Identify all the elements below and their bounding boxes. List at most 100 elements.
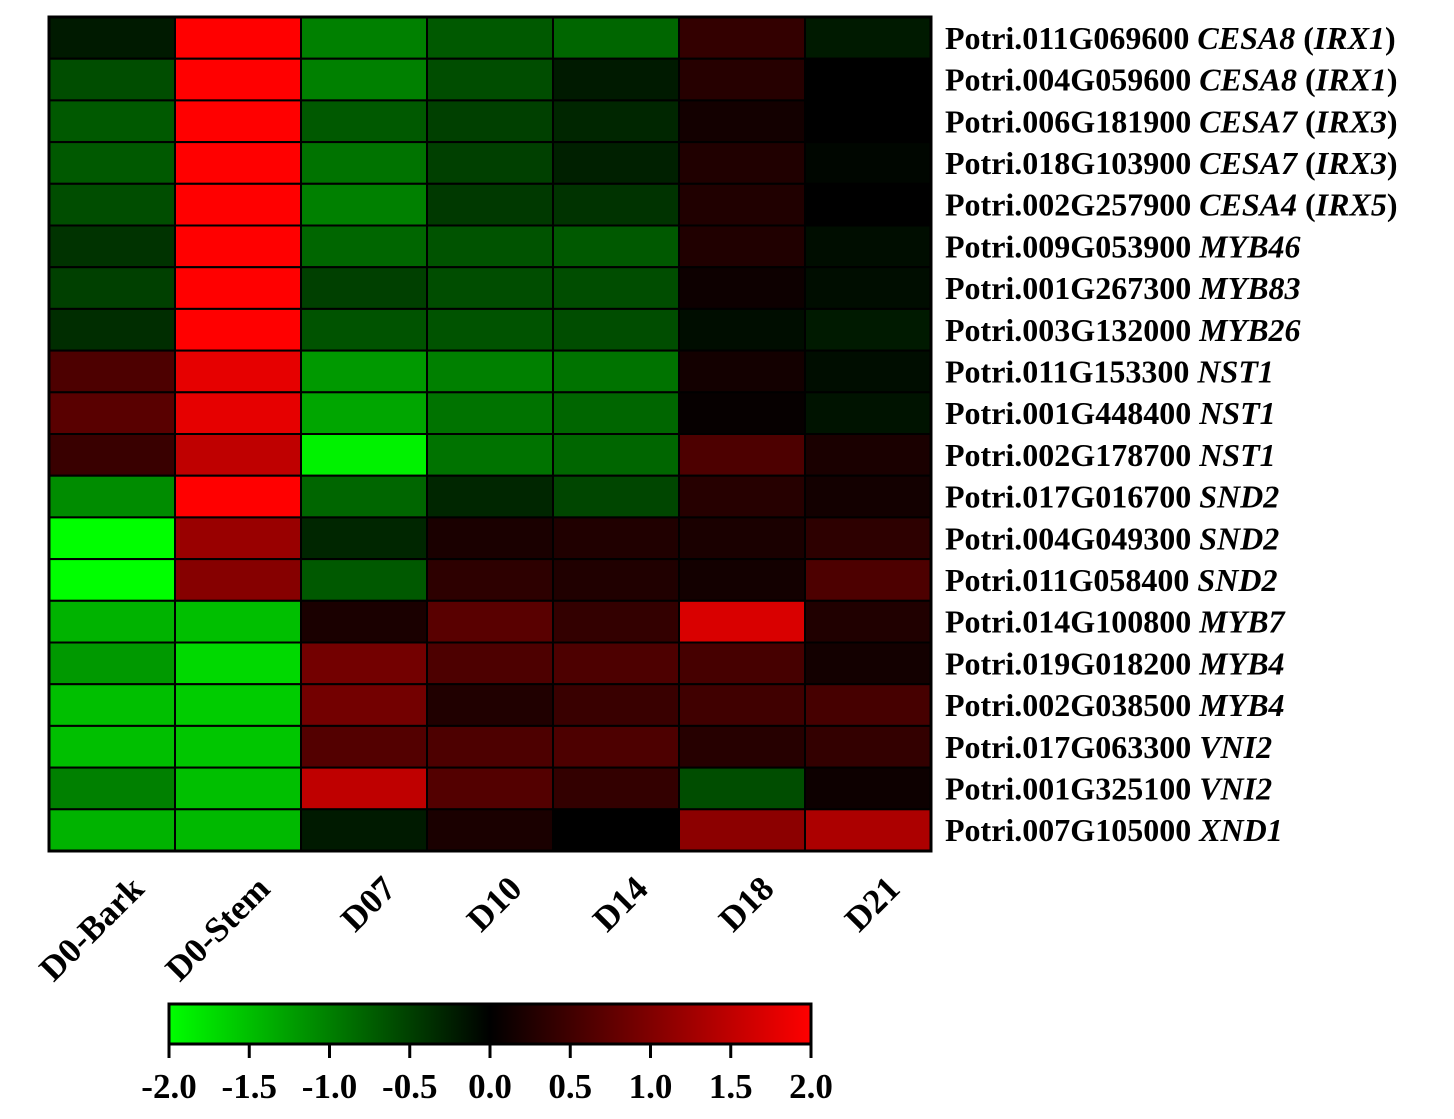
heatmap-cell — [426, 766, 554, 811]
row-label: Potri.017G016700 SND2 — [945, 479, 1279, 515]
heatmap-cell — [426, 16, 554, 60]
heatmap-cell — [678, 391, 806, 435]
heatmap-cell — [552, 224, 680, 269]
heatmap-cell — [678, 724, 806, 769]
heatmap-cell — [174, 724, 302, 769]
heatmap-cell — [174, 349, 302, 394]
heatmap-cell — [300, 558, 428, 602]
heatmap-cell — [174, 808, 302, 852]
heatmap-cell — [48, 266, 176, 310]
heatmap-cell — [678, 474, 806, 519]
heatmap-cell — [804, 266, 932, 310]
row-label: Potri.019G018200 MYB4 — [945, 645, 1285, 681]
heatmap-cell — [552, 391, 680, 435]
heatmap-cell — [804, 224, 932, 269]
heatmap-cell — [426, 307, 554, 352]
heatmap-cell — [48, 57, 176, 102]
column-label: D10 — [459, 869, 529, 939]
colorbar-tick-label: -0.5 — [382, 1067, 437, 1106]
colorbar-tick-label: 1.5 — [709, 1067, 753, 1106]
heatmap-cell — [552, 808, 680, 852]
heatmap-cell — [300, 16, 428, 60]
column-label: D14 — [585, 869, 655, 939]
heatmap-cell — [678, 266, 806, 310]
heatmap-cell — [552, 141, 680, 185]
heatmap-cell — [300, 766, 428, 811]
row-label: Potri.001G448400 NST1 — [945, 395, 1276, 431]
heatmap-cell — [678, 808, 806, 852]
heatmap-cell — [300, 224, 428, 269]
column-label: D18 — [711, 869, 781, 939]
row-label: Potri.011G069600 CESA8 (IRX1) — [945, 20, 1396, 56]
heatmap-cell — [426, 558, 554, 602]
row-label: Potri.003G132000 MYB26 — [945, 312, 1301, 348]
heatmap-cell — [552, 57, 680, 102]
colorbar-tick-label: 1.0 — [629, 1067, 673, 1106]
heatmap-cell — [174, 599, 302, 644]
heatmap-cell — [426, 516, 554, 561]
heatmap-cell — [804, 349, 932, 394]
heatmap-cell — [678, 182, 806, 227]
heatmap-cell — [426, 182, 554, 227]
heatmap-cell — [426, 99, 554, 144]
colorbar-tick-label: 0.5 — [548, 1067, 592, 1106]
row-label: Potri.011G058400 SND2 — [945, 562, 1277, 598]
heatmap-cell — [426, 266, 554, 310]
heatmap-cell — [804, 558, 932, 602]
heatmap-cell — [804, 599, 932, 644]
heatmap-cell — [300, 599, 428, 644]
heatmap-cell — [48, 141, 176, 185]
heatmap-cell — [678, 224, 806, 269]
heatmap-cell — [48, 349, 176, 394]
heatmap-cell — [174, 641, 302, 686]
heatmap-cell — [48, 433, 176, 477]
heatmap-cell — [552, 16, 680, 60]
heatmap-cell — [174, 141, 302, 185]
heatmap-cell — [174, 16, 302, 60]
heatmap-cell — [300, 349, 428, 394]
heatmap-cell — [48, 224, 176, 269]
heatmap-cell — [678, 641, 806, 686]
heatmap-cell — [426, 141, 554, 185]
heatmap-cell — [426, 224, 554, 269]
heatmap-cell — [300, 57, 428, 102]
row-label: Potri.011G153300 NST1 — [945, 353, 1274, 389]
heatmap-cell — [300, 474, 428, 519]
row-label: Potri.001G267300 MYB83 — [945, 270, 1301, 306]
colorbar-gradient — [167, 1002, 813, 1046]
column-label: D21 — [837, 869, 907, 939]
heatmap-cell — [300, 641, 428, 686]
heatmap-border — [47, 15, 933, 853]
heatmap-cell — [48, 516, 176, 561]
heatmap-cell — [678, 558, 806, 602]
colorbar-tick-label: -1.5 — [222, 1067, 277, 1106]
heatmap-cell — [804, 391, 932, 435]
colorbar-tick-label: -1.0 — [302, 1067, 357, 1106]
heatmap-cell — [552, 266, 680, 310]
heatmap-cell — [174, 516, 302, 561]
row-label: Potri.002G257900 CESA4 (IRX5) — [945, 187, 1397, 223]
heatmap-cell — [552, 599, 680, 644]
heatmap-cell — [552, 766, 680, 811]
heatmap-cell — [48, 683, 176, 727]
heatmap-cell — [804, 141, 932, 185]
heatmap-cell — [678, 433, 806, 477]
heatmap-cell — [48, 391, 176, 435]
heatmap-cell — [804, 16, 932, 60]
heatmap-cell — [804, 683, 932, 727]
heatmap-cell — [678, 16, 806, 60]
column-labels: D0-Bark D0-Stem D07 D10 D14 D18 D21 — [32, 869, 908, 989]
heatmap-cell — [300, 808, 428, 852]
row-label: Potri.002G038500 MYB4 — [945, 687, 1285, 723]
heatmap-cell — [300, 683, 428, 727]
heatmap-cell — [552, 558, 680, 602]
heatmap-cell — [300, 99, 428, 144]
column-label: D0-Stem — [158, 869, 278, 989]
row-label: Potri.004G049300 SND2 — [945, 520, 1279, 556]
heatmap-cell — [804, 724, 932, 769]
heatmap-cell — [804, 99, 932, 144]
heatmap-cell — [552, 99, 680, 144]
column-label: D0-Bark — [32, 869, 152, 989]
heatmap-cell — [678, 516, 806, 561]
